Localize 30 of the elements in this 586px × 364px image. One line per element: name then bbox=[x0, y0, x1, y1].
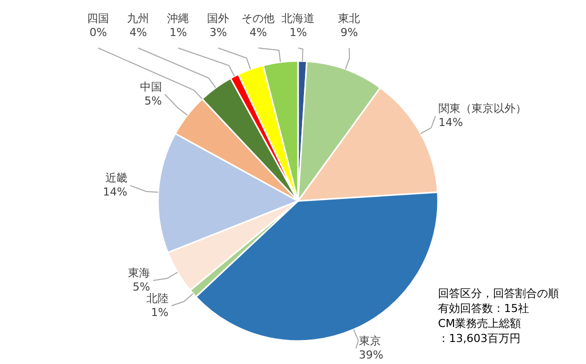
data-label: 4% bbox=[129, 26, 147, 39]
data-label: 5% bbox=[144, 94, 162, 108]
slice-label: 中国 bbox=[140, 80, 162, 94]
slice-label: 沖縄 bbox=[167, 12, 190, 25]
category-label: 四国 bbox=[87, 12, 110, 25]
data-label: 4% bbox=[249, 26, 267, 39]
slice-label: 関東（東京以外） bbox=[438, 102, 526, 116]
data-label: 14% bbox=[438, 116, 463, 130]
data-label: 5% bbox=[132, 280, 150, 294]
data-label: 14% bbox=[102, 186, 128, 199]
slice-label: 九州 bbox=[127, 12, 150, 25]
slice-label: 北海道 bbox=[282, 12, 315, 25]
text: CM業務売上総額 bbox=[438, 316, 522, 331]
text: 回答区分，回答割合の順 bbox=[438, 286, 559, 301]
data-label: 9% bbox=[340, 26, 358, 39]
data-label: 1% bbox=[169, 26, 187, 39]
slice-label: 国外 bbox=[207, 12, 230, 25]
data-label: 1% bbox=[151, 306, 168, 319]
slice-label: 近畿 bbox=[105, 172, 128, 185]
slice-label: 北陸 bbox=[146, 292, 168, 305]
text: 0% bbox=[89, 26, 107, 39]
slice-label: 東海 bbox=[128, 266, 150, 280]
slice-label: その他 bbox=[242, 12, 275, 25]
text: ：13,603百万円 bbox=[438, 331, 522, 346]
data-label: 1% bbox=[289, 26, 307, 39]
text: 有効回答数：15社 bbox=[438, 301, 530, 316]
slice-label: 東京 bbox=[358, 334, 381, 348]
data-label: 3% bbox=[209, 26, 227, 39]
data-label: 39% bbox=[358, 348, 384, 362]
slice-label: 東北 bbox=[338, 12, 360, 25]
